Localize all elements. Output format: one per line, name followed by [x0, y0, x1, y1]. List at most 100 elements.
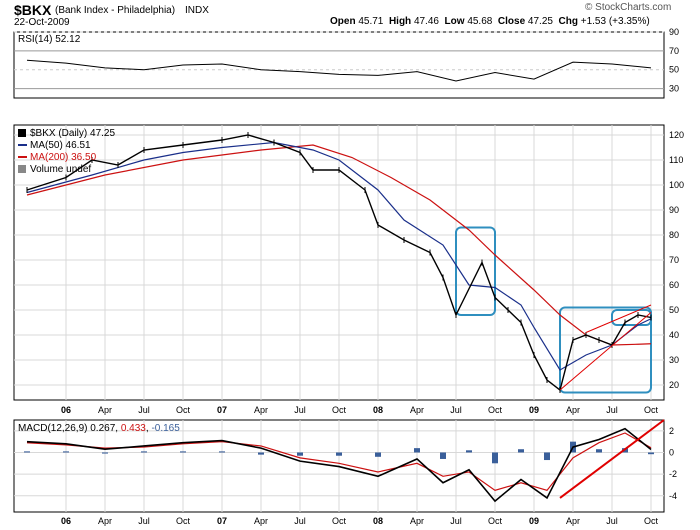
macd-panel: 2 0 -2 -4 MACD(12,26,9) 0.267, 0.433, -0.16… — [13, 419, 677, 513]
legend-ma200: MA(200) 36.50 — [30, 152, 97, 163]
price-y-tick-label: 40 — [669, 330, 679, 340]
middle-axis-tick-label: Jul — [294, 405, 306, 415]
bottom-axis-tick-label: 06 — [61, 516, 71, 526]
rsi-panel: 90 70 50 30 RSI(14) 52.12 — [13, 27, 679, 99]
rsi-lines — [26, 59, 652, 82]
middle-axis-tick-label: Jul — [606, 405, 618, 415]
symbol-title: $BKX — [14, 2, 52, 18]
price-line — [26, 134, 652, 392]
legend-box-price — [18, 129, 26, 137]
middle-axis-tick-label: Apr — [254, 405, 268, 415]
macd-histogram-bar — [596, 449, 602, 453]
rsi-y-tick-label: 50 — [669, 65, 679, 75]
macd-histogram-bar — [141, 451, 147, 453]
macd-histogram-bar — [180, 451, 186, 453]
macd-legend: MACD(12,26,9) 0.267, 0.433, -0.165 — [18, 423, 180, 434]
price-lines — [26, 132, 652, 393]
open-value: 45.71 — [358, 16, 384, 27]
macd-histogram-bar — [466, 450, 472, 453]
middle-date-axis: 06 Apr Jul Oct 07 Apr Jul Oct 08 Apr Jul Oct 09 Apr Ju… — [61, 405, 659, 415]
rsi-y-tick-label: 90 — [669, 27, 679, 37]
high-label: High — [388, 16, 412, 27]
bottom-axis-tick-label: Jul — [138, 516, 150, 526]
legend-box-volume — [18, 165, 26, 173]
middle-axis-tick-label: Oct — [176, 405, 191, 415]
low-label: Low — [444, 16, 465, 27]
annotation-box — [559, 306, 652, 394]
macd-histogram-bar — [440, 452, 446, 459]
price-y-tick-label: 70 — [669, 255, 679, 265]
price-panel: 120 110 100 90 80 70 60 50 40 30 20 $BKX (Daily) 4… — [13, 124, 684, 401]
macd-histogram-bar — [518, 449, 524, 453]
middle-axis-tick-label: Apr — [410, 405, 424, 415]
price-y-tick-label: 50 — [669, 305, 679, 315]
high-value: 47.46 — [413, 16, 439, 27]
bottom-axis-tick-label: 08 — [373, 516, 383, 526]
chart-date: 22-Oct-2009 — [14, 17, 70, 28]
bottom-axis-tick-label: Oct — [332, 516, 347, 526]
macd-histogram-bar — [102, 452, 108, 454]
bottom-axis-tick-label: Apr — [566, 516, 580, 526]
macd-histogram-bar — [336, 452, 342, 456]
price-trend-line — [559, 312, 652, 391]
middle-axis-tick-label: Oct — [644, 405, 659, 415]
macd-y-ticks: 2 0 -2 -4 — [669, 426, 677, 501]
price-y-tick-label: 110 — [669, 155, 683, 165]
annotation-box — [455, 226, 496, 316]
macd-lines — [26, 427, 652, 503]
legend-ma50: MA(50) 46.51 — [30, 140, 91, 151]
middle-axis-tick-label: Oct — [488, 405, 503, 415]
macd-histogram-bar — [24, 451, 30, 453]
macd-histogram-bar — [375, 452, 381, 457]
macd-y-tick-label: 2 — [669, 426, 674, 436]
macd-histogram-bar — [492, 452, 498, 464]
bottom-axis-tick-label: 07 — [217, 516, 227, 526]
macd-histogram-bar — [297, 452, 303, 456]
macd-histogram-bar — [648, 452, 654, 455]
middle-axis-tick-label: Jul — [450, 405, 462, 415]
bottom-axis-tick-label: Apr — [410, 516, 424, 526]
macd-histogram-bar — [544, 452, 550, 461]
price-y-tick-label: 100 — [669, 180, 684, 190]
chart-header: $BKX (Bank Index - Philadelphia) INDX 22… — [0, 0, 700, 30]
price-y-tick-label: 30 — [669, 355, 679, 365]
index-name: (Bank Index - Philadelphia) — [55, 5, 176, 16]
middle-axis-tick-label: 08 — [373, 405, 383, 415]
price-trend-lines — [559, 304, 652, 391]
middle-axis-tick-label: Apr — [566, 405, 580, 415]
ma50-line — [26, 141, 652, 371]
macd-y-tick-label: -4 — [669, 491, 677, 501]
watermark: © StockCharts.com — [585, 2, 672, 13]
quote-line: Open 45.71 High 47.46 Low 45.68 Close 47… — [330, 16, 650, 27]
low-value: 45.68 — [467, 16, 493, 27]
price-y-tick-label: 60 — [669, 280, 679, 290]
bottom-axis-tick-label: Jul — [450, 516, 462, 526]
bottom-axis-tick-label: Oct — [644, 516, 659, 526]
rsi-legend: RSI(14) 52.12 — [18, 34, 81, 45]
bottom-axis-tick-label: Jul — [606, 516, 618, 526]
price-y-tick-label: 120 — [669, 130, 684, 140]
price-y-tick-label: 80 — [669, 230, 679, 240]
close-label: Close — [497, 16, 526, 27]
macd-histogram-bar — [63, 451, 69, 453]
bottom-axis-tick-label: Jul — [294, 516, 306, 526]
legend-price: $BKX (Daily) 47.25 — [30, 128, 115, 139]
price-y-tick-label: 90 — [669, 205, 679, 215]
middle-axis-tick-label: 09 — [529, 405, 539, 415]
close-value: 47.25 — [527, 16, 553, 27]
middle-axis-tick-label: Oct — [332, 405, 347, 415]
bottom-axis-tick-label: Apr — [254, 516, 268, 526]
price-trend-line — [585, 304, 652, 333]
middle-axis-tick-label: Apr — [98, 405, 112, 415]
rsi-y-tick-label: 70 — [669, 46, 679, 56]
price-y-tick-label: 20 — [669, 380, 679, 390]
price-legend: $BKX (Daily) 47.25 MA(50) 46.51 MA(200) … — [18, 128, 115, 175]
middle-axis-tick-label: 06 — [61, 405, 71, 415]
middle-axis-tick-label: 07 — [217, 405, 227, 415]
macd-histogram-bar — [219, 451, 225, 453]
macd-histogram-bar — [414, 448, 420, 453]
macd-y-tick-label: -2 — [669, 469, 677, 479]
chg-value: +1.53 (+3.35%) — [580, 16, 650, 27]
legend-volume: Volume undef — [30, 164, 91, 175]
